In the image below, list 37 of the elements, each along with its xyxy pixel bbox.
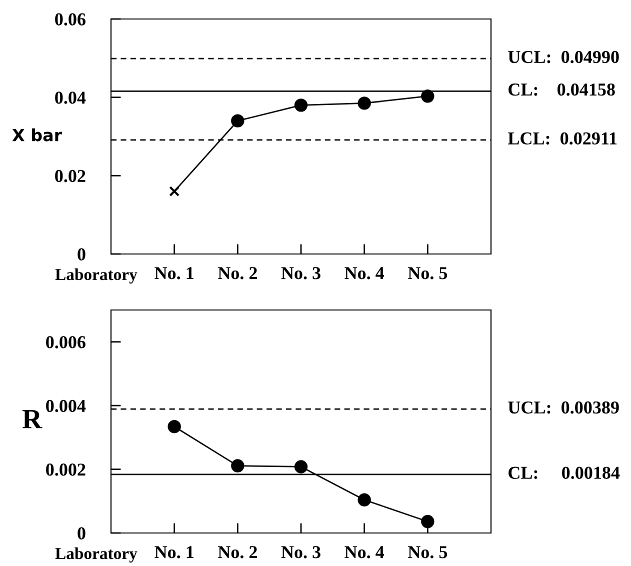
x-tick-label: No. 4: [344, 546, 384, 558]
y-tick-label: 0.06: [55, 13, 86, 26]
x-tick-label: No. 2: [218, 546, 257, 558]
point: [169, 186, 180, 197]
y-tick-label: 0: [78, 248, 86, 260]
point: [294, 98, 308, 112]
point: [294, 460, 308, 474]
ref-line-label: CL: 0.04158: [508, 83, 615, 96]
x-tick-label: No. 3: [281, 267, 320, 280]
y-tick-label: 0.004: [46, 400, 86, 412]
x-tick-label: No. 3: [281, 546, 320, 558]
x-axis-title: Laboratory: [55, 268, 138, 284]
y-axis-title: R: [22, 410, 42, 428]
ref-line-label: UCL: 0.00389: [508, 401, 619, 414]
y-axis-title: X bar: [12, 128, 62, 142]
y-tick-label: 0: [78, 527, 86, 540]
point: [421, 514, 434, 528]
point: [231, 114, 244, 128]
y-tick-label: 0.002: [46, 464, 86, 476]
ref-line-label: LCL: 0.02911: [508, 132, 617, 145]
y-tick-label: 0.04: [55, 92, 86, 104]
ref-line-label: CL: 0.00184: [508, 466, 620, 479]
x-tick-label: No. 4: [344, 267, 384, 280]
point: [358, 96, 371, 110]
x-tick-label: No. 1: [154, 267, 194, 280]
point: [231, 459, 244, 472]
point: [358, 493, 371, 506]
ref-line-label: UCL: 0.04990: [508, 50, 619, 64]
x-tick-label: No. 1: [154, 546, 194, 558]
x-axis-title: Laboratory: [55, 547, 138, 563]
y-tick-label: 0.006: [46, 336, 86, 348]
x-tick-label: No. 2: [218, 267, 257, 280]
point: [168, 420, 181, 434]
point: [421, 90, 434, 103]
y-tick-label: 0.02: [55, 170, 86, 182]
x-tick-label: No. 5: [408, 267, 448, 280]
x-tick-label: No. 5: [408, 546, 448, 558]
